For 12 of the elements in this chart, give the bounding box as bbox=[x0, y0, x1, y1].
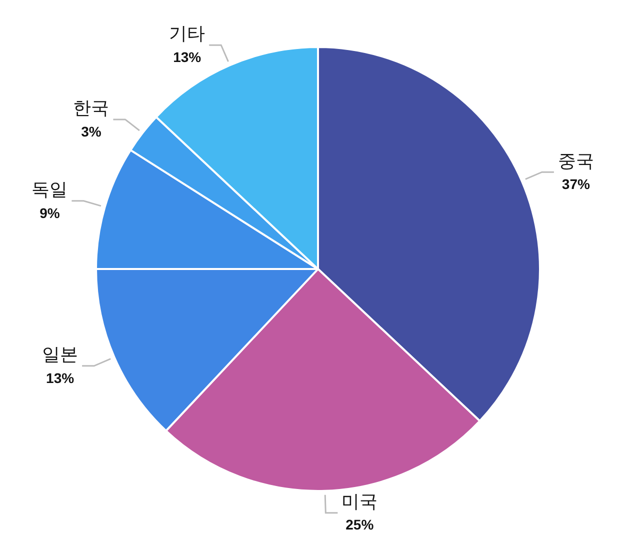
data-label: 3% bbox=[81, 123, 102, 140]
slice-label: 독일 bbox=[32, 180, 68, 201]
data-label: 13% bbox=[46, 370, 75, 386]
slice-label: 기타 bbox=[169, 24, 206, 45]
data-label: 9% bbox=[40, 204, 60, 221]
slice-label: 한국 bbox=[73, 98, 110, 120]
data-label: 25% bbox=[346, 516, 374, 533]
slice-label: 미국 bbox=[342, 492, 378, 513]
slice-label: 일본 bbox=[42, 344, 78, 366]
data-label: 13% bbox=[173, 48, 202, 65]
slice-label: 중국 bbox=[558, 150, 594, 172]
data-label: 37% bbox=[562, 176, 590, 192]
